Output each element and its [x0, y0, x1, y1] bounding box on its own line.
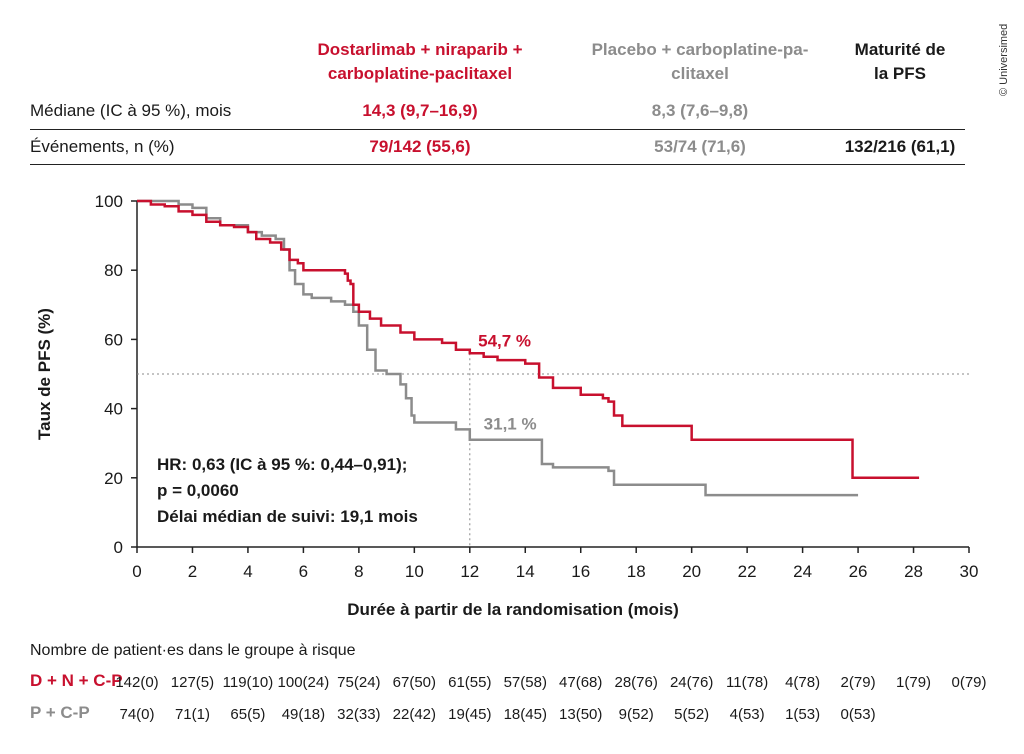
risk-count: 32(33) — [337, 706, 381, 723]
risk-count: 2(79) — [840, 674, 876, 691]
risk-count: 57(58) — [503, 674, 547, 691]
x-tick-label: 24 — [793, 562, 812, 581]
hr-annotation-line: Délai médian de suivi: 19,1 mois — [157, 507, 418, 526]
table-divider — [30, 129, 965, 130]
risk-count: 5(52) — [674, 706, 710, 723]
risk-count: 28(76) — [614, 674, 658, 691]
x-tick-label: 8 — [354, 562, 363, 581]
risk-label-arm1: D + N + C-P — [30, 671, 123, 690]
x-tick-label: 4 — [243, 562, 252, 581]
x-tick-label: 6 — [299, 562, 308, 581]
annotation-arm1: 54,7 % — [478, 331, 531, 350]
events-arm2: 53/74 (71,6) — [654, 137, 746, 156]
risk-count: 9(52) — [618, 706, 654, 723]
risk-count: 4(53) — [729, 706, 765, 723]
x-tick-label: 18 — [627, 562, 646, 581]
x-tick-label: 26 — [849, 562, 868, 581]
y-tick-label: 100 — [95, 192, 123, 211]
risk-count: 100(24) — [277, 674, 330, 691]
x-tick-label: 10 — [405, 562, 424, 581]
header-maturity: Maturité de la PFS — [854, 40, 946, 83]
risk-count: 61(55) — [448, 674, 492, 691]
risk-count: 1(53) — [785, 706, 821, 723]
risk-count: 67(50) — [392, 674, 436, 691]
risk-count: 18(45) — [503, 706, 547, 723]
risk-count: 11(78) — [726, 674, 769, 691]
risk-table-title: Nombre de patient·es dans le groupe à ri… — [30, 642, 356, 659]
y-tick-label: 20 — [104, 469, 123, 488]
table-bottom-rule — [30, 164, 965, 165]
events-arm1: 79/142 (55,6) — [369, 137, 471, 156]
y-axis-label: Taux de PFS (%) — [35, 308, 54, 440]
x-tick-label: 2 — [188, 562, 197, 581]
series-line-arm1 — [137, 199, 920, 480]
risk-count: 65(5) — [230, 706, 266, 723]
row-label-median: Médiane (IC à 95 %), mois — [30, 101, 232, 120]
header-arm2: Placebo + carboplatine-pa- clitaxel — [591, 40, 809, 83]
x-tick-label: 14 — [516, 562, 535, 581]
risk-count: 142(0) — [115, 674, 159, 691]
y-tick-label: 60 — [104, 330, 123, 349]
x-tick-label: 12 — [460, 562, 479, 581]
x-tick-label: 16 — [571, 562, 590, 581]
x-tick-label: 0 — [132, 562, 141, 581]
risk-count: 1(79) — [896, 674, 932, 691]
hr-annotation-line: HR: 0,63 (IC à 95 %: 0,44–0,91); — [157, 455, 407, 474]
risk-count: 127(5) — [170, 674, 215, 691]
y-tick-label: 0 — [114, 538, 123, 557]
risk-count: 47(68) — [559, 674, 603, 691]
y-tick-label: 40 — [104, 400, 123, 419]
events-maturity: 132/216 (61,1) — [844, 137, 956, 156]
risk-count: 4(78) — [785, 674, 821, 691]
row-label-events: Événements, n (%) — [30, 137, 175, 156]
risk-count: 0(53) — [840, 706, 876, 723]
risk-count: 19(45) — [448, 706, 492, 723]
y-tick-label: 80 — [104, 261, 123, 280]
risk-count: 119(10) — [222, 674, 274, 691]
risk-count: 75(24) — [337, 674, 381, 691]
risk-count: 0(79) — [951, 674, 987, 691]
x-axis-label: Durée à partir de la randomisation (mois… — [347, 600, 679, 619]
risk-count: 13(50) — [559, 706, 603, 723]
header-arm1: Dostarlimab + niraparib + carboplatine-p… — [317, 40, 523, 83]
median-arm2: 8,3 (7,6–9,8) — [651, 101, 749, 120]
median-arm1: 14,3 (9,7–16,9) — [362, 101, 478, 120]
x-tick-label: 20 — [682, 562, 701, 581]
risk-label-arm2: P + C-P — [30, 703, 90, 722]
risk-count: 49(18) — [281, 706, 326, 723]
x-tick-label: 30 — [960, 562, 979, 581]
risk-count: 71(1) — [174, 706, 210, 723]
hr-annotation-line: p = 0,0060 — [157, 481, 239, 500]
risk-count: 22(42) — [392, 706, 436, 723]
x-tick-label: 28 — [904, 562, 923, 581]
risk-count: 74(0) — [119, 706, 155, 723]
x-tick-label: 22 — [738, 562, 757, 581]
annotation-arm2: 31,1 % — [484, 414, 537, 433]
risk-count: 24(76) — [669, 674, 714, 691]
